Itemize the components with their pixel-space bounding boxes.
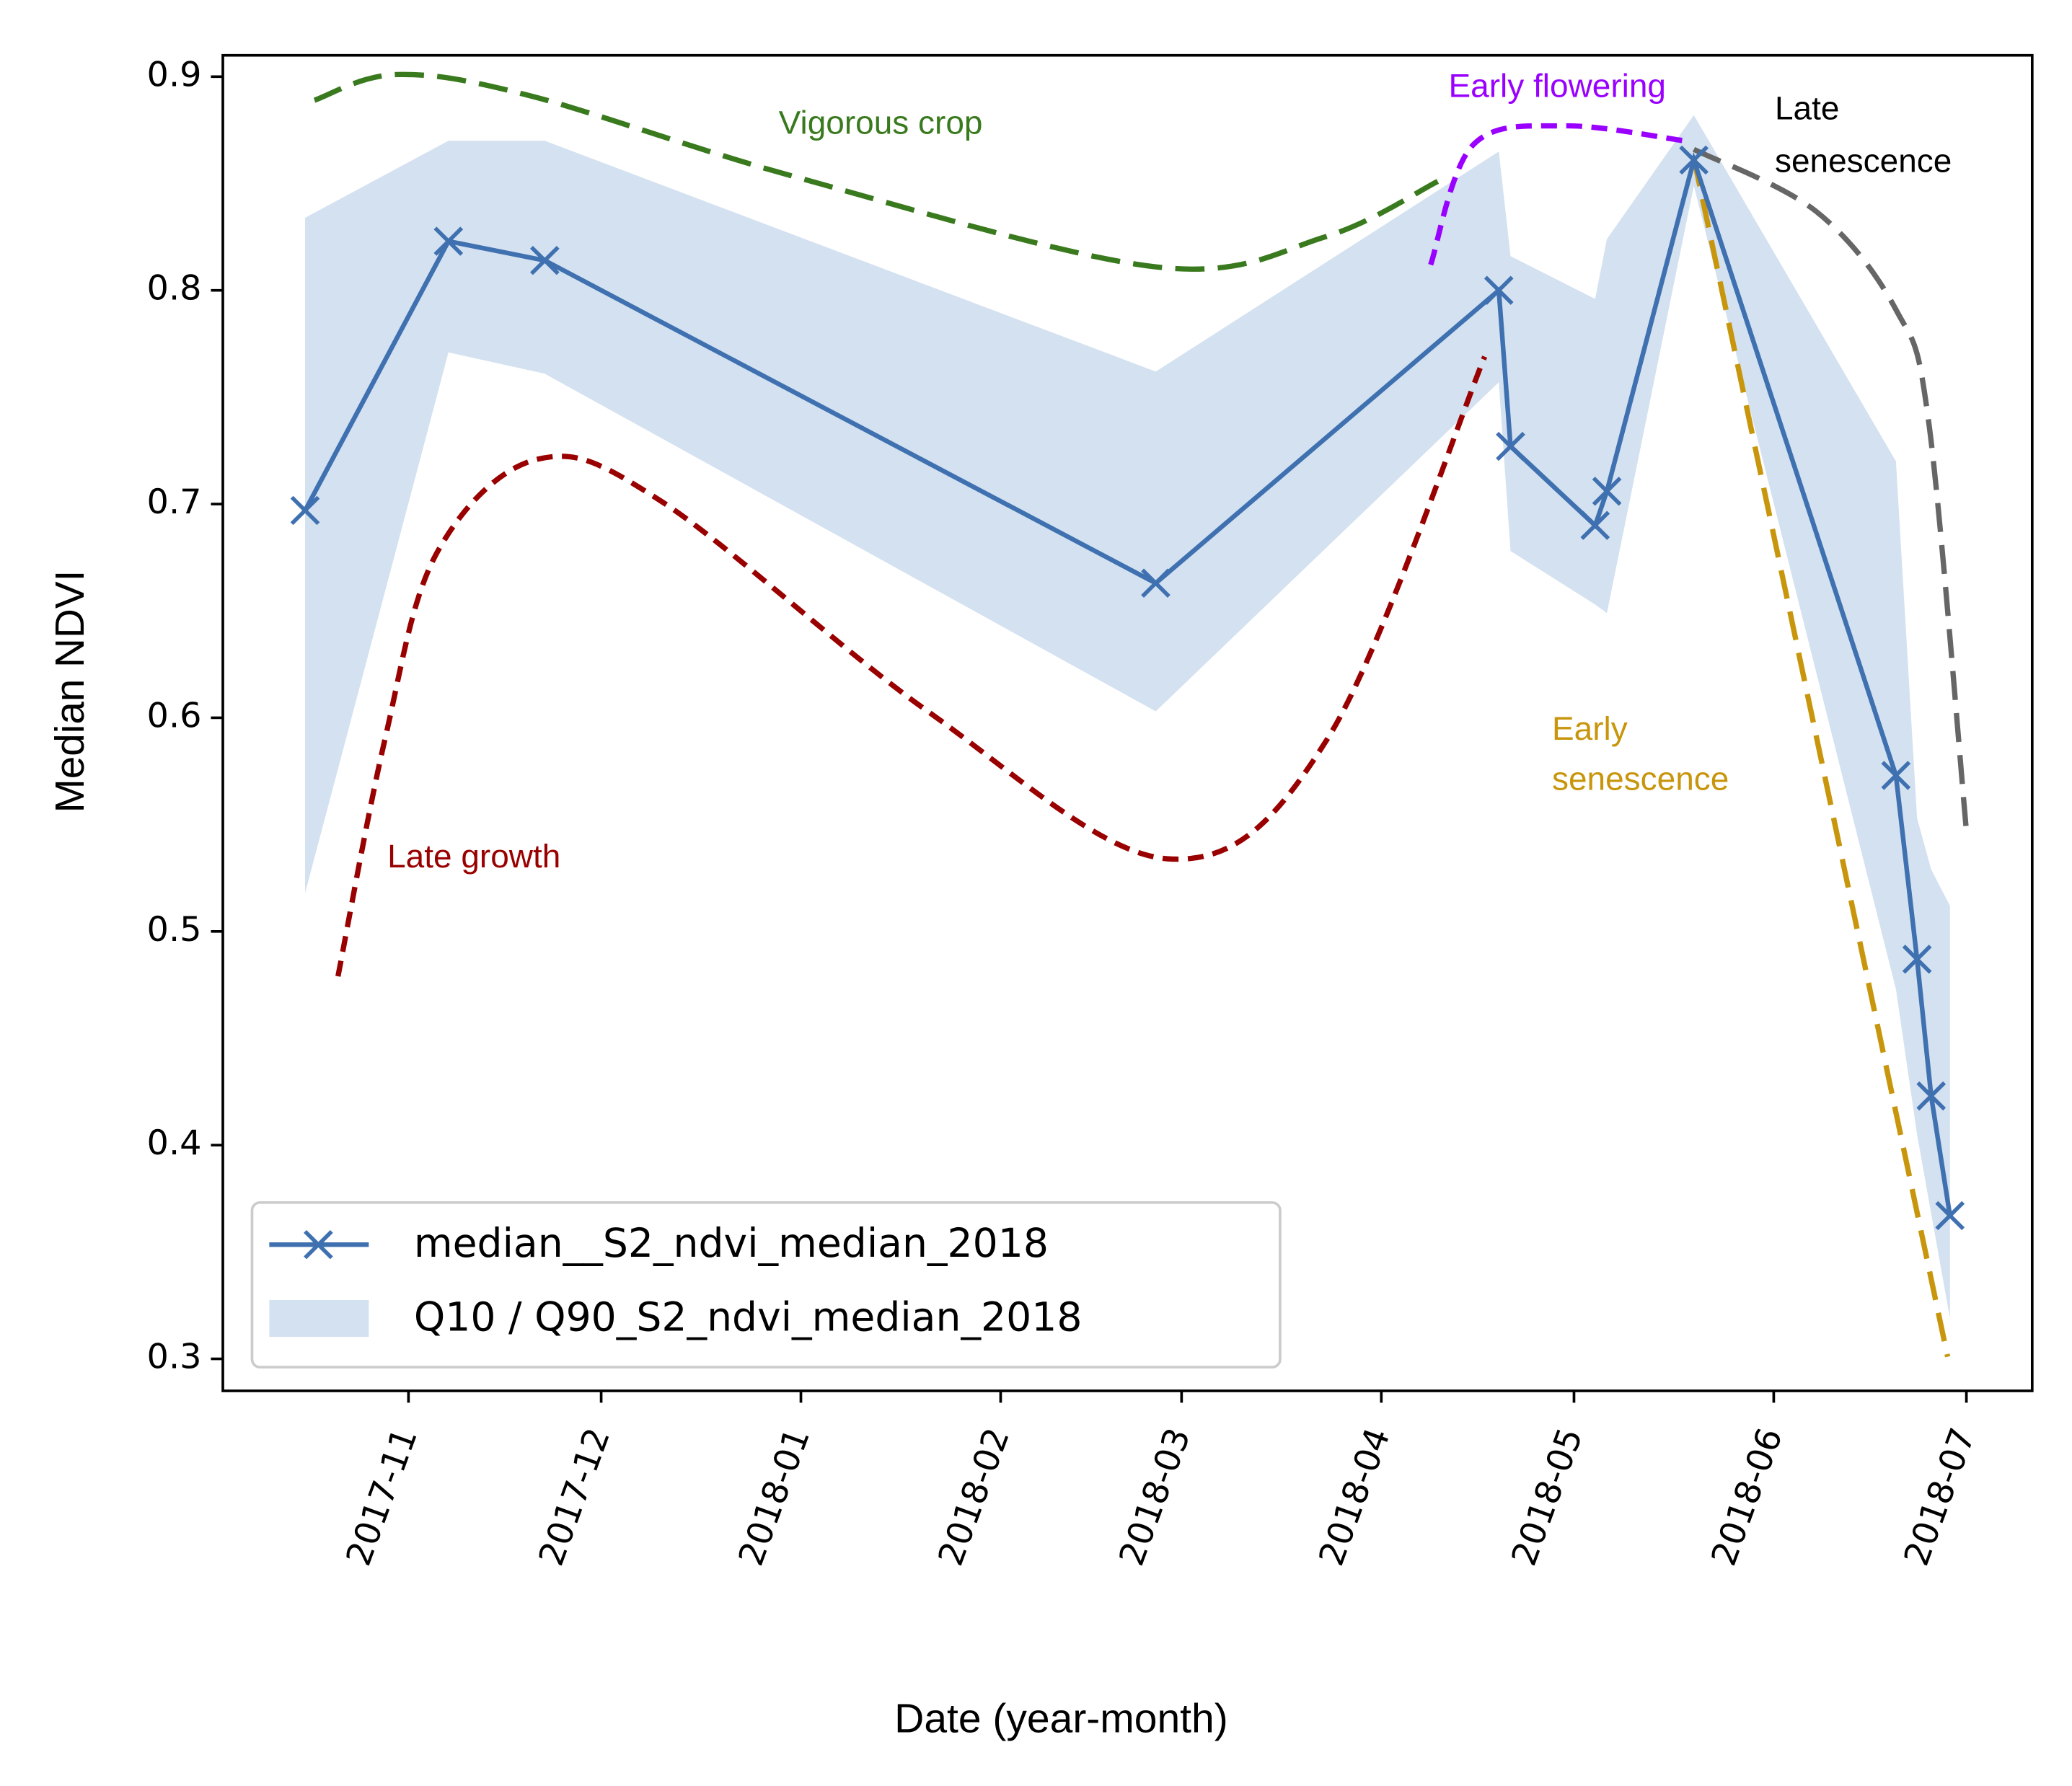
marker (1496, 431, 1525, 461)
marker (1916, 1081, 1947, 1111)
annotation-label: senescence (1552, 760, 1729, 797)
marker (1679, 145, 1709, 175)
marker (1881, 761, 1911, 790)
marker (433, 226, 464, 256)
marker (1902, 945, 1932, 974)
annotation-curve (1428, 123, 1685, 266)
x-axis-label: Date (year-month) (894, 1697, 1228, 1742)
annotation-curve (313, 71, 1440, 272)
annotation-label: Vigorous crop (779, 105, 983, 141)
y-tick-label: 0.6 (147, 697, 202, 736)
x-tick-label: 2018-01 (731, 1423, 818, 1571)
annotation-label: Late growth (387, 838, 560, 875)
y-axis-label: Median NDVI (48, 570, 93, 813)
annotation-curve (335, 355, 1488, 977)
annotation-curve (1692, 146, 1970, 831)
legend-box (250, 1201, 1282, 1369)
marker (1141, 568, 1171, 598)
legend-marker (304, 1230, 333, 1260)
marker (1484, 275, 1514, 305)
y-tick-label: 0.7 (147, 482, 202, 522)
marker (1935, 1201, 1965, 1231)
annotation-label: Early (1552, 710, 1628, 747)
x-tick-label: 2018-04 (1312, 1423, 1398, 1571)
x-tick-label: 2017-12 (532, 1423, 618, 1571)
legend-label: Q10 / Q90_S2_ndvi_median_2018 (414, 1294, 1083, 1340)
y-tick-label: 0.8 (147, 269, 202, 309)
y-tick-label: 0.5 (147, 910, 202, 950)
x-tick-label: 2018-03 (1112, 1423, 1199, 1571)
annotation-label: Early flowering (1449, 68, 1666, 105)
y-tick-label: 0.9 (147, 55, 202, 94)
legend-label: median__S2_ndvi_median_2018 (414, 1220, 1049, 1266)
quantile-band (305, 115, 1950, 1319)
x-tick-label: 2018-05 (1504, 1423, 1591, 1571)
annotation-label: senescence (1775, 143, 1952, 180)
y-tick-label: 0.4 (147, 1123, 202, 1163)
marker (290, 495, 320, 526)
x-tick-label: 2018-02 (931, 1423, 1018, 1571)
marker (1592, 477, 1622, 506)
legend-patch (269, 1299, 369, 1338)
annotation-label: Late (1775, 90, 1839, 127)
annotation-curve (1691, 157, 1951, 1358)
y-tick-label: 0.3 (147, 1338, 202, 1377)
marker (530, 246, 560, 275)
x-tick-label: 2017-11 (339, 1423, 426, 1571)
axes-frame (221, 53, 2034, 1392)
x-tick-label: 2018-07 (1897, 1423, 1983, 1571)
marker (1580, 510, 1610, 540)
x-tick-label: 2018-06 (1704, 1423, 1791, 1571)
